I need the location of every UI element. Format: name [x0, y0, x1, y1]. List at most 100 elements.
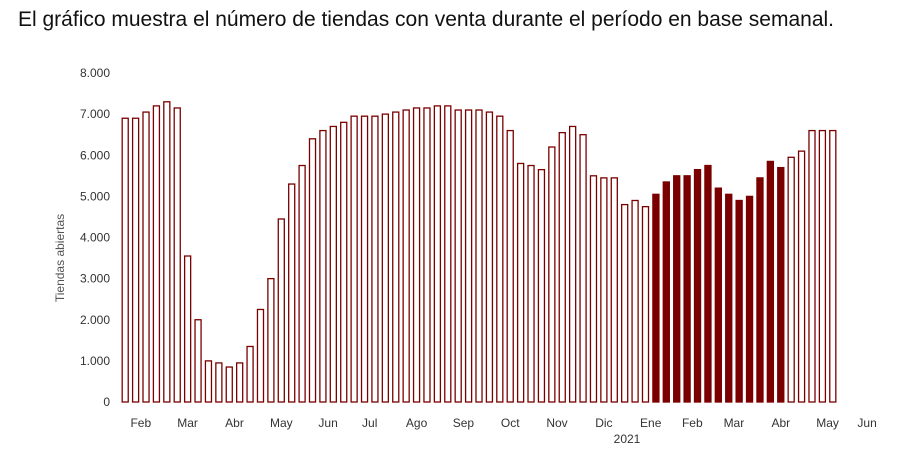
bar — [308, 138, 317, 403]
bar — [496, 115, 504, 403]
bar — [204, 360, 213, 403]
bar — [652, 193, 660, 403]
bar — [381, 113, 390, 403]
bar — [568, 125, 577, 403]
bar — [194, 319, 202, 403]
bar — [506, 129, 514, 403]
x-tick-label: Jun — [857, 416, 876, 430]
bar — [662, 181, 670, 403]
bar — [829, 129, 837, 403]
bar — [516, 162, 525, 403]
bar — [340, 121, 348, 403]
x-tick-label: Mar — [724, 416, 745, 430]
bar — [392, 111, 400, 403]
bar — [631, 199, 639, 403]
bar — [621, 203, 629, 403]
bar — [360, 115, 369, 403]
bar — [277, 218, 285, 403]
bar — [329, 125, 337, 403]
x-axis-month-labels: Feb Mar Abr May Jun Jul Ago Sep Oct Nov Dic Ene Feb M… — [130, 416, 876, 430]
x-tick-label: Jul — [362, 416, 377, 430]
bar — [121, 117, 129, 403]
bar — [610, 177, 618, 403]
y-tick-label: 7.000 — [80, 107, 110, 121]
bar — [787, 156, 795, 403]
bar — [402, 109, 410, 403]
bar — [267, 277, 275, 403]
bar — [183, 255, 192, 403]
bar — [579, 134, 587, 403]
bar — [537, 168, 546, 403]
bar — [173, 107, 181, 403]
y-tick-label: 5.000 — [80, 189, 110, 203]
bar — [797, 150, 806, 403]
x-tick-label: Jun — [318, 416, 337, 430]
bar — [475, 109, 483, 403]
bar — [673, 175, 681, 403]
bar — [225, 366, 233, 403]
x-tick-label: Abr — [225, 416, 244, 430]
bar — [693, 168, 702, 403]
bar — [433, 105, 442, 403]
bar — [163, 101, 171, 403]
y-tick-label: 8.000 — [80, 66, 110, 80]
x-tick-label: Dic — [595, 416, 612, 430]
bar — [423, 107, 431, 403]
bar — [527, 164, 535, 403]
bar — [485, 111, 494, 403]
x-tick-label: Abr — [771, 416, 790, 430]
bar — [558, 131, 566, 403]
bar — [152, 105, 161, 403]
x-tick-label: Mar — [177, 416, 198, 430]
x-tick-label: Feb — [130, 416, 151, 430]
bars — [121, 101, 837, 403]
bar — [683, 175, 691, 403]
y-tick-label: 1.000 — [80, 354, 110, 368]
x-axis-year-label: 2021 — [614, 432, 641, 446]
bar — [756, 177, 764, 403]
bar — [600, 177, 608, 403]
bar — [735, 199, 743, 403]
bar — [641, 206, 650, 403]
y-tick-label: 2.000 — [80, 313, 110, 327]
x-tick-label: Oct — [501, 416, 520, 430]
bar — [319, 129, 327, 403]
y-axis-ticks: 0 1.000 2.000 3.000 4.000 5.000 6.000 7.000 8.00… — [80, 66, 110, 409]
x-tick-label: May — [816, 416, 839, 430]
bar — [412, 107, 421, 403]
bar — [454, 109, 462, 403]
bar — [745, 195, 754, 403]
y-tick-label: 0 — [103, 395, 110, 409]
y-tick-label: 3.000 — [80, 272, 110, 286]
x-tick-label: Nov — [546, 416, 567, 430]
bar — [589, 175, 598, 403]
bar — [246, 345, 254, 403]
bar — [818, 129, 827, 403]
bar — [256, 308, 265, 403]
bar — [298, 164, 306, 403]
x-tick-label: May — [270, 416, 293, 430]
x-tick-label: Ene — [640, 416, 662, 430]
y-tick-label: 6.000 — [80, 148, 110, 162]
bar — [714, 187, 723, 403]
bar — [766, 160, 775, 403]
bar — [288, 183, 296, 403]
bar — [464, 109, 473, 403]
bar — [548, 146, 556, 403]
bar — [777, 166, 785, 403]
bar — [704, 164, 712, 403]
x-tick-label: Ago — [406, 416, 428, 430]
y-axis-label: Tiendas abiertas — [53, 214, 67, 302]
bar — [350, 115, 358, 403]
x-tick-label: Sep — [453, 416, 475, 430]
y-tick-label: 4.000 — [80, 231, 110, 245]
bar — [235, 362, 244, 403]
bar — [215, 362, 223, 403]
bar — [371, 115, 379, 403]
bar — [131, 117, 140, 403]
bar — [725, 193, 733, 403]
bar — [142, 111, 150, 403]
x-tick-label: Feb — [682, 416, 703, 430]
chart-caption: El gráfico muestra el número de tiendas … — [18, 8, 834, 31]
